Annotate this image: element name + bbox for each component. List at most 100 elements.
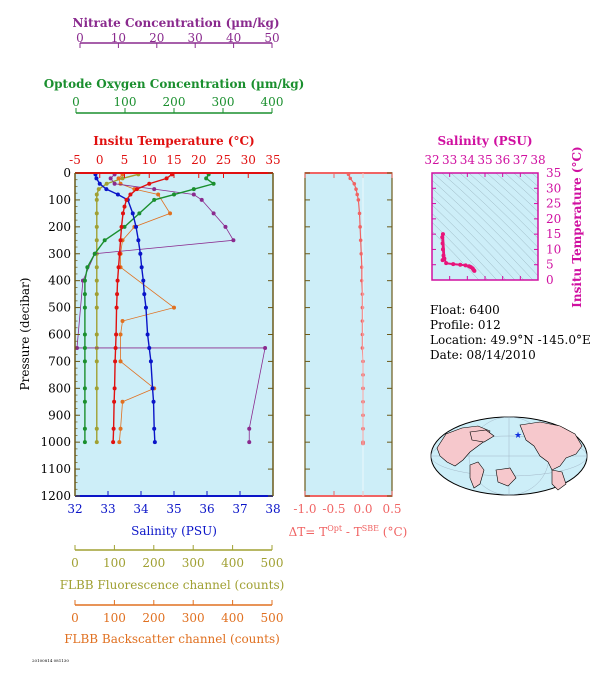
- nitrate-tick-label: 10: [111, 31, 126, 45]
- ts-salinity-axis-label: Salinity (PSU): [437, 134, 532, 148]
- flbb-fluorescence-channel-point: [94, 386, 99, 391]
- flbb-fluorescence-channel-point: [120, 176, 125, 181]
- ts-salinity-tick-label: 32: [424, 153, 439, 167]
- world-map: ★: [430, 416, 588, 496]
- salinity-point: [97, 181, 102, 186]
- fluorescence-tick-label: 200: [142, 556, 165, 570]
- ts-density-contour: [432, 173, 538, 277]
- flbb-fluorescence-channel-point: [94, 265, 99, 270]
- insitu-temperature-point: [134, 187, 139, 192]
- flbb-fluorescence-channel-point: [94, 197, 99, 202]
- backscatter-tick-label: 500: [261, 611, 284, 625]
- flbb-backscatter-channel-point: [156, 192, 161, 197]
- ts-temperature-tick-label: 15: [546, 227, 561, 241]
- float-info: Float: 6400 Profile: 012 Location: 49.9°…: [430, 303, 591, 363]
- ts-curve-point: [451, 262, 456, 267]
- ts-curve-point: [440, 235, 445, 240]
- optode-oxygen-concentration-point: [172, 192, 176, 197]
- ts-temperature-axis-label: Insitu Temperature (°C): [570, 146, 584, 307]
- ts-density-contour: [504, 173, 538, 204]
- pressure-tick-label: 1000: [40, 435, 71, 449]
- delta-t-point: [360, 305, 365, 310]
- delta-t-point: [355, 192, 360, 197]
- salinity-point: [152, 426, 157, 431]
- optode-oxygen-concentration-point: [82, 440, 87, 445]
- oxygen-tick-label: 400: [261, 95, 284, 109]
- ts-density-contour: [468, 173, 538, 239]
- insitu-temperature-point: [118, 238, 123, 243]
- insitu-temperature-point: [117, 251, 122, 256]
- optode-oxygen-concentration-point: [82, 359, 87, 364]
- optode-oxygen-concentration-point: [122, 224, 127, 229]
- ts-density-contour: [522, 173, 538, 187]
- temperature-tick-label: 10: [142, 153, 157, 167]
- salinity-point: [94, 176, 99, 181]
- flbb-fluorescence-channel-point: [94, 426, 99, 431]
- delta-t-point: [348, 176, 353, 181]
- optode-oxygen-concentration-point: [82, 386, 87, 391]
- ts-temperature-tick-label: 5: [546, 258, 554, 272]
- ts-salinity-tick-label: 37: [513, 153, 528, 167]
- nitrate-tick-label: 30: [188, 31, 203, 45]
- salinity-point: [138, 251, 143, 256]
- insitu-temperature-point: [147, 181, 152, 186]
- fluorescence-axis-label: FLBB Fluorescence channel (counts): [60, 578, 285, 592]
- salinity-point: [115, 192, 120, 197]
- insitu-temperature-point: [114, 305, 119, 310]
- salinity-tick-label: 33: [100, 502, 115, 516]
- pressure-tick-label: 0: [63, 166, 71, 180]
- ts-salinity-tick-label: 33: [442, 153, 457, 167]
- nitrate-concentration-point: [191, 192, 196, 197]
- insitu-temperature-point: [164, 176, 169, 181]
- ts-salinity-tick-label: 35: [477, 153, 492, 167]
- ts-curve-point: [444, 261, 449, 266]
- insitu-temperature-point: [115, 278, 120, 283]
- optode-oxygen-concentration-point: [85, 265, 90, 270]
- delta-t-plot-area: [305, 173, 392, 496]
- ts-density-contour: [459, 173, 538, 248]
- ts-series-layer: [440, 232, 477, 273]
- optode-oxygen-concentration-point: [137, 211, 142, 216]
- ts-curve-point: [463, 263, 468, 268]
- temperature-tick-label: 0: [96, 153, 104, 167]
- nitrate-tick-label: 50: [264, 31, 279, 45]
- flbb-backscatter-channel-point: [116, 176, 121, 181]
- insitu-temperature-point: [113, 359, 118, 364]
- optode-oxygen-concentration-point: [82, 278, 87, 283]
- insitu-temperature-point: [111, 426, 116, 431]
- delta-t-tick-label: -0.5: [322, 502, 345, 516]
- salinity-point: [147, 345, 152, 350]
- temperature-axis-label: Insitu Temperature (°C): [93, 134, 254, 148]
- delta-t-tick-label: 0.0: [353, 502, 372, 516]
- pressure-tick-label: 1200: [40, 489, 71, 503]
- optode-oxygen-concentration-point: [82, 426, 87, 431]
- backscatter-tick-label: 400: [221, 611, 244, 625]
- temperature-tick-label: 35: [265, 153, 280, 167]
- delta-t-point: [360, 292, 365, 296]
- delta-t-point: [360, 332, 365, 337]
- ts-density-contour: [432, 213, 498, 280]
- delta-t-point: [360, 319, 365, 323]
- ts-temperature-tick-label: 0: [546, 273, 554, 287]
- flbb-backscatter-channel-point: [168, 211, 173, 216]
- salinity-point: [130, 211, 135, 216]
- ts-density-contours: [432, 173, 538, 280]
- nitrate-concentration-point: [223, 224, 228, 229]
- ts-density-contour: [531, 173, 538, 179]
- location: Location: 49.9°N -145.0°E: [430, 333, 591, 347]
- nitrate-tick-label: 0: [76, 31, 84, 45]
- flbb-backscatter-channel-point: [118, 426, 123, 431]
- insitu-temperature-point: [113, 345, 118, 350]
- float-location-marker: ★: [514, 431, 522, 441]
- temperature-tick-label: 25: [216, 153, 231, 167]
- pressure-tick-label: 400: [48, 274, 71, 288]
- ts-curve-point: [440, 232, 445, 237]
- ts-density-contour: [432, 179, 534, 280]
- float-id: Float: 6400: [430, 303, 500, 317]
- flbb-fluorescence-channel-point: [94, 224, 99, 229]
- ts-salinity-tick-label: 38: [530, 153, 545, 167]
- timestamp-stamp: 20100814 081130: [32, 658, 69, 663]
- nitrate-tick-label: 40: [226, 31, 241, 45]
- oxygen-tick-label: 200: [163, 95, 186, 109]
- delta-t-tick-label: 0.5: [382, 502, 401, 516]
